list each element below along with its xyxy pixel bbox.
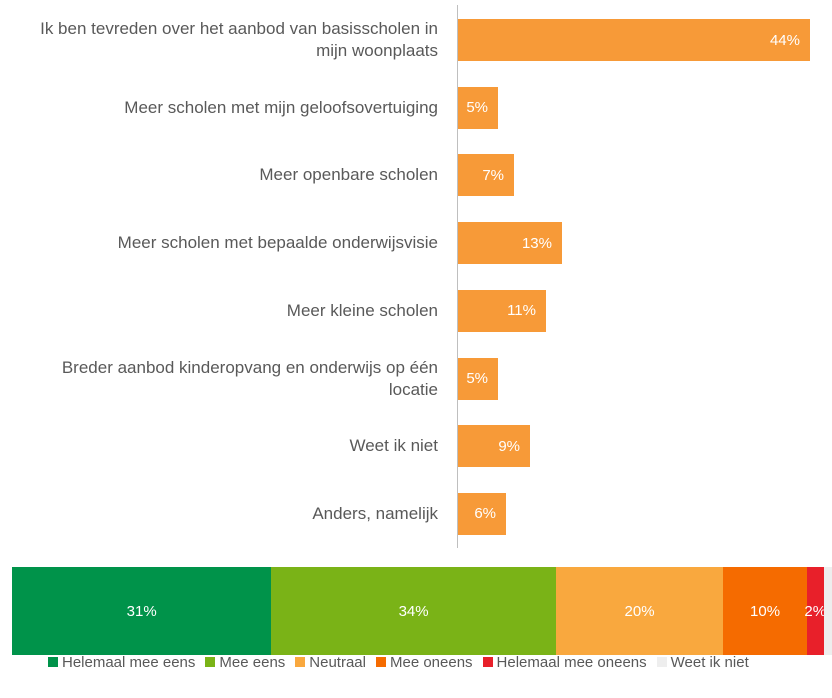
legend-item: Weet ik niet	[656, 652, 749, 672]
value-label: 10%	[750, 602, 781, 620]
value-label: 44%	[769, 31, 800, 49]
bar: 6%	[458, 492, 506, 535]
category-label: Anders, namelijk	[312, 503, 438, 523]
legend-swatch	[205, 657, 216, 667]
value-label: 34%	[398, 602, 429, 620]
legend-item: Helemaal mee eens	[48, 652, 195, 672]
legend-swatch	[482, 657, 493, 667]
legend-swatch	[656, 657, 667, 667]
legend-item: Mee oneens	[375, 652, 473, 672]
legend-label: Helemaal mee eens	[62, 653, 196, 671]
legend-label: Weet ik niet	[670, 653, 749, 671]
legend: Helemaal mee eens Mee eens Neutraal Mee one…	[48, 652, 749, 672]
bar: 7%	[458, 154, 514, 197]
category-label: Ik ben tevreden over het aanbod van basi…	[40, 19, 438, 60]
axis-line	[457, 5, 458, 548]
category-label: Meer openbare scholen	[259, 165, 438, 185]
bar: 5%	[458, 86, 498, 129]
bar: 44%	[458, 19, 810, 61]
bar-segment: 34%	[271, 567, 556, 655]
value-label: 2%	[804, 602, 827, 620]
bar: 9%	[458, 425, 530, 468]
value-label: 7%	[482, 166, 504, 184]
bar-segment	[823, 567, 832, 655]
legend-item: Neutraal	[295, 652, 366, 672]
value-label: 13%	[521, 234, 552, 252]
legend-swatch	[375, 657, 386, 667]
legend-swatch	[48, 657, 58, 667]
legend-item: Helemaal mee oneens	[482, 652, 647, 672]
bar-segment: 2%	[804, 567, 827, 655]
value-label: 6%	[474, 505, 496, 523]
legend-label: Mee eens	[219, 653, 286, 671]
bar-segment: 31%	[12, 567, 272, 655]
value-label: 11%	[507, 302, 536, 320]
legend-label: Mee oneens	[389, 653, 473, 671]
value-label: 5%	[466, 99, 488, 117]
bar: 11%	[458, 289, 546, 332]
bar-segment: 20%	[555, 567, 724, 655]
value-label: 5%	[466, 370, 488, 387]
legend-label: Helemaal mee oneens	[496, 653, 647, 671]
bar: 13%	[458, 222, 562, 265]
legend-label: Neutraal	[309, 653, 366, 671]
bar-segment: 10%	[723, 567, 807, 655]
legend-item: Mee eens	[205, 652, 285, 672]
category-label: Meer scholen met bepaalde onderwijsvisie	[117, 233, 438, 253]
value-label: 9%	[498, 437, 520, 455]
category-label: Weet ik niet	[349, 436, 438, 456]
category-label: Meer scholen met mijn geloofsovertuiging	[124, 97, 438, 117]
category-label: Meer kleine scholen	[286, 300, 438, 320]
category-label: Breder aanbod kinderopvang en onderwijs …	[61, 357, 438, 399]
legend-swatch	[295, 657, 306, 667]
bar: 5%	[458, 357, 498, 400]
value-label: 31%	[126, 602, 157, 620]
value-label: 20%	[624, 602, 655, 620]
